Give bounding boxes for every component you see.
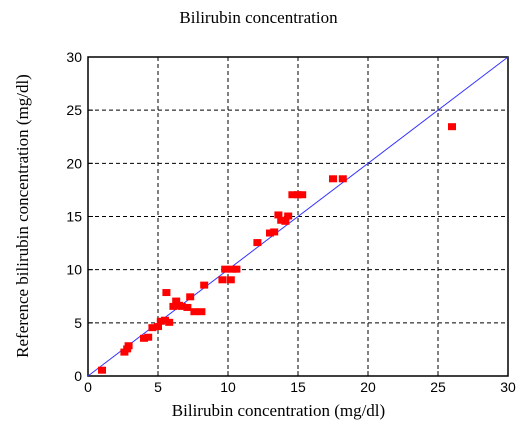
- data-point: [186, 293, 195, 301]
- data-point: [98, 366, 106, 374]
- chart-title: Bilirubin concentration: [179, 8, 338, 27]
- data-point: [156, 317, 165, 325]
- y-axis-label: Reference bilirubin concentration (mg/dl…: [13, 74, 32, 358]
- data-point: [281, 217, 290, 225]
- data-point: [253, 239, 262, 247]
- data-point: [232, 265, 241, 273]
- y-tick-label: 25: [66, 102, 82, 118]
- x-tick-label: 5: [154, 379, 162, 395]
- data-point: [284, 212, 293, 220]
- data-point: [140, 334, 148, 342]
- data-point: [200, 281, 209, 289]
- data-point: [124, 342, 133, 350]
- y-tick-label: 20: [66, 155, 82, 171]
- x-tick-label: 0: [84, 379, 92, 395]
- data-point: [169, 302, 178, 310]
- data-point: [266, 229, 274, 237]
- x-axis-label: Bilirubin concentration (mg/dl): [171, 401, 386, 420]
- data-point: [221, 265, 230, 273]
- data-point: [161, 316, 169, 324]
- data-point: [144, 333, 153, 341]
- data-points: [98, 123, 456, 374]
- data-point: [329, 175, 337, 183]
- data-point: [183, 303, 192, 311]
- data-point: [177, 302, 186, 310]
- x-tick-label: 25: [430, 379, 446, 395]
- data-point: [218, 276, 227, 284]
- x-tick-label: 15: [290, 379, 306, 395]
- y-tick-label: 10: [66, 262, 82, 278]
- x-tick-label: 10: [220, 379, 236, 395]
- x-tick-label: 30: [500, 379, 516, 395]
- data-point: [228, 265, 237, 273]
- data-point: [448, 123, 456, 131]
- y-tick-label: 0: [74, 368, 82, 384]
- data-point: [294, 191, 302, 199]
- data-point: [288, 191, 297, 199]
- data-point: [165, 318, 174, 326]
- data-point: [148, 324, 157, 332]
- data-point: [172, 297, 181, 305]
- data-point: [298, 191, 307, 199]
- data-point: [162, 289, 171, 297]
- data-point: [338, 175, 347, 183]
- data-point: [197, 308, 206, 316]
- y-tick-label: 15: [66, 209, 82, 225]
- x-tick-label: 20: [360, 379, 376, 395]
- data-point: [274, 211, 283, 219]
- data-point: [270, 228, 279, 236]
- y-tick-label: 5: [74, 315, 82, 331]
- data-point: [190, 308, 199, 316]
- data-point: [226, 276, 235, 284]
- axis-ticks: 0 5 10 15 20 25 30 0 5 10 15 20 25 30: [66, 49, 516, 395]
- data-point: [277, 216, 286, 224]
- data-point: [154, 323, 162, 331]
- y-tick-label: 30: [66, 49, 82, 65]
